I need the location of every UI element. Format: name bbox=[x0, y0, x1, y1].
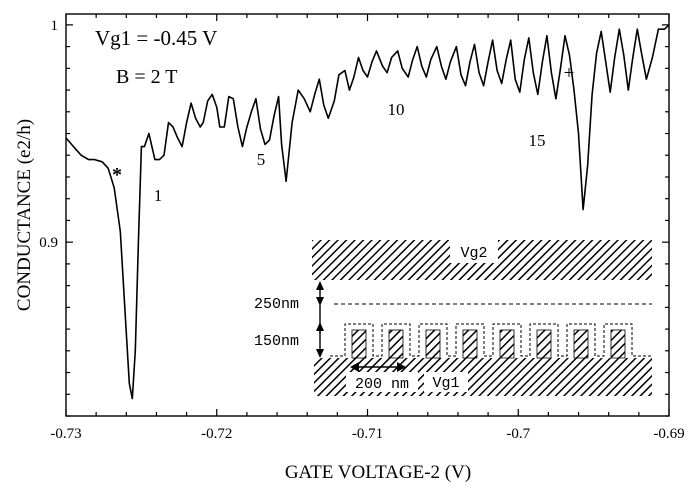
y-tick-labels: 0.91 bbox=[39, 18, 58, 251]
gate-finger bbox=[610, 329, 626, 359]
gate-finger bbox=[536, 329, 552, 359]
gap-arrowhead-mid-up bbox=[316, 297, 324, 306]
x-axis-label: GATE VOLTAGE-2 (V) bbox=[285, 462, 471, 483]
y-tick-label: 1 bbox=[51, 18, 59, 34]
gate-finger bbox=[573, 329, 589, 359]
gap-arrowhead-top bbox=[316, 281, 324, 290]
bottom-gate-label: Vg1 bbox=[432, 375, 459, 392]
x-tick-labels: -0.73 -0.72 -0.71 -0.7 -0.69 bbox=[50, 426, 684, 442]
finger-arrowhead-mid bbox=[316, 322, 324, 331]
finger-arrowhead-bottom bbox=[316, 349, 324, 358]
depletion-outline bbox=[330, 323, 652, 357]
x-tick-label: -0.69 bbox=[653, 426, 684, 442]
y-axis-label: CONDUCTANCE (e2/h) bbox=[14, 119, 35, 311]
vg1-annotation: Vg1 = -0.45 V bbox=[95, 26, 217, 50]
gate-finger bbox=[425, 329, 441, 359]
oscillation-index-5: 5 bbox=[257, 150, 266, 169]
bottom-gate-label-box bbox=[424, 372, 468, 392]
star-marker: * bbox=[112, 164, 122, 186]
conductance-curve bbox=[65, 24, 670, 400]
oscillation-index-15: 15 bbox=[529, 131, 546, 150]
gate-finger bbox=[462, 329, 478, 359]
plus-marker: + bbox=[564, 63, 575, 84]
period-arrowhead-left bbox=[350, 362, 359, 372]
gate-finger bbox=[499, 329, 515, 359]
finger-dimension-label: 150nm bbox=[254, 333, 299, 350]
field-annotation: B = 2 T bbox=[116, 66, 177, 88]
x-tick-label: -0.71 bbox=[352, 426, 383, 442]
gate-finger bbox=[351, 329, 367, 359]
x-tick-label: -0.7 bbox=[506, 426, 530, 442]
x-tick-label: -0.72 bbox=[201, 426, 232, 442]
period-label-box bbox=[346, 372, 418, 392]
period-arrowhead-right bbox=[397, 362, 406, 372]
x-tick-label: -0.73 bbox=[50, 426, 81, 442]
gate-finger bbox=[388, 329, 404, 359]
y-tick-label: 0.9 bbox=[39, 235, 58, 251]
axis-ticks bbox=[65, 14, 670, 417]
gate-fingers bbox=[351, 329, 626, 359]
gap-dimension-label: 250nm bbox=[254, 296, 299, 313]
oscillation-index-1: 1 bbox=[154, 186, 163, 205]
top-gate-label: Vg2 bbox=[460, 245, 487, 262]
gate-geometry-inset: Vg2 Vg1 200 nm 250nm 150 bbox=[254, 240, 652, 396]
period-label: 200 nm bbox=[355, 376, 409, 393]
oscillation-index-10: 10 bbox=[388, 100, 405, 119]
top-gate-label-box bbox=[450, 240, 498, 263]
